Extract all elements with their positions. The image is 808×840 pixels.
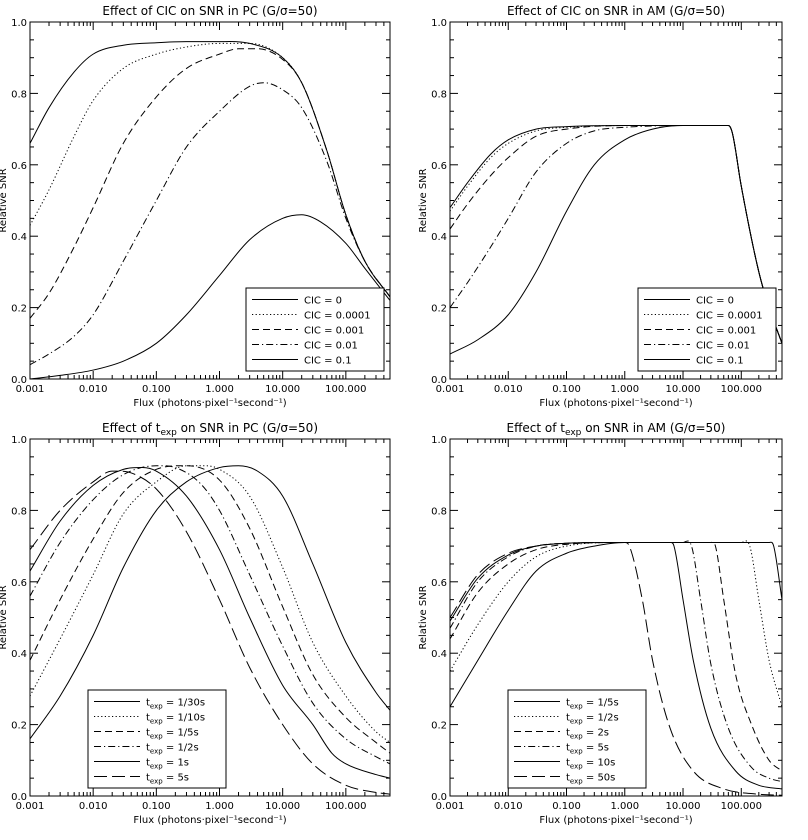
- x-axis-label: Flux (photons·pixel⁻¹second⁻¹): [133, 815, 286, 826]
- y-tick-label: 0.2: [11, 304, 27, 315]
- chart-panel-2: Effect of CIC on SNR in AM (G/σ=50) 0.001…: [418, 4, 782, 409]
- x-axis-label: Flux (photons·pixel⁻¹second⁻¹): [133, 398, 286, 409]
- x-tick-label: 0.100: [552, 801, 581, 812]
- x-tick-label: 100.000: [325, 801, 366, 812]
- x-tick-label: 0.100: [142, 384, 171, 395]
- legend: texp = 1/30s texp = 1/10s texp = 1/5s texp …: [88, 690, 226, 788]
- y-tick-label: 1.0: [11, 18, 27, 29]
- chart-title: Effect of CIC on SNR in AM (G/σ=50): [507, 4, 725, 18]
- y-axis-label: Relative SNR: [0, 585, 9, 649]
- chart-title: Effect of texp on SNR in AM (G/σ=50): [507, 421, 726, 438]
- x-tick-label: 1.000: [610, 801, 639, 812]
- x-tick-label: 0.010: [79, 801, 108, 812]
- legend-label: CIC = 0.001: [304, 326, 364, 337]
- x-tick-label: 0.100: [552, 384, 581, 395]
- y-tick-label: 0.6: [431, 161, 447, 172]
- legend-label: CIC = 0.001: [696, 326, 756, 337]
- series-line-2: [30, 43, 390, 296]
- x-tick-label: 1.000: [205, 384, 234, 395]
- y-tick-label: 0.4: [11, 649, 27, 660]
- figure: Effect of CIC on SNR in PC (G/σ=50)0.001…: [0, 0, 808, 840]
- y-tick-label: 0.4: [431, 649, 447, 660]
- y-tick-label: 0.8: [11, 506, 27, 517]
- legend-label: CIC = 0.01: [304, 341, 358, 352]
- y-tick-label: 0.2: [11, 721, 27, 732]
- legend-label: CIC = 0.1: [304, 356, 352, 367]
- x-tick-label: 10.000: [265, 384, 300, 395]
- y-tick-label: 0.4: [431, 232, 447, 243]
- x-tick-label: 10.000: [265, 801, 300, 812]
- y-tick-label: 0.2: [431, 304, 447, 315]
- legend-label: CIC = 0: [304, 296, 342, 307]
- x-tick-label: 10.000: [666, 384, 701, 395]
- series-line-1: [30, 42, 390, 297]
- chart-title: Effect of CIC on SNR in PC (G/σ=50): [102, 4, 317, 18]
- y-tick-label: 1.0: [431, 18, 447, 29]
- chart-panel-1: Effect of CIC on SNR in PC (G/σ=50) 0.001…: [0, 4, 390, 409]
- y-axis-label: Relative SNR: [418, 168, 429, 232]
- y-axis-label: Relative SNR: [0, 168, 9, 232]
- y-tick-label: 0.0: [431, 792, 447, 803]
- x-axis-label: Flux (photons·pixel⁻¹second⁻¹): [539, 815, 692, 826]
- x-tick-label: 100.000: [325, 384, 366, 395]
- series-line-1: [450, 542, 782, 707]
- y-tick-label: 0.8: [431, 89, 447, 100]
- y-axis-label: Relative SNR: [418, 585, 429, 649]
- legend: CIC = 0 CIC = 0.0001 CIC = 0.001 CIC = 0.01…: [246, 288, 384, 371]
- chart-panel-4: Effect of texp on SNR in AM (G/σ=50) 0.0 0…: [418, 421, 782, 826]
- legend-label: CIC = 0.0001: [304, 311, 371, 322]
- y-tick-label: 0.6: [431, 578, 447, 589]
- chart-panel-3: Effect of texp on SNR in PC (G/σ=50) 0.0 0…: [0, 421, 390, 826]
- x-tick-label: 0.100: [142, 801, 171, 812]
- legend-label: CIC = 0.01: [696, 341, 750, 352]
- x-tick-label: 0.010: [494, 384, 523, 395]
- x-tick-label: 100.000: [721, 801, 762, 812]
- chart-title: Effect of texp on SNR in PC (G/σ=50): [102, 421, 318, 438]
- legend-label: CIC = 0: [696, 296, 734, 307]
- x-axis-label: Flux (photons·pixel⁻¹second⁻¹): [539, 398, 692, 409]
- legend-label: CIC = 0.0001: [696, 311, 763, 322]
- legend-label: CIC = 0.1: [696, 356, 744, 367]
- y-tick-label: 0.0: [431, 375, 447, 386]
- legend: CIC = 0 CIC = 0.0001 CIC = 0.001 CIC = 0.01…: [638, 288, 776, 371]
- y-tick-label: 0.6: [11, 161, 27, 172]
- y-tick-label: 0.0: [11, 792, 27, 803]
- x-tick-label: 1.000: [610, 384, 639, 395]
- legend: texp = 1/5s texp = 1/2s texp = 2s texp = 5s…: [508, 690, 646, 788]
- y-tick-label: 0.8: [11, 89, 27, 100]
- y-tick-label: 1.0: [11, 435, 27, 446]
- y-tick-label: 0.2: [431, 721, 447, 732]
- x-tick-label: 10.000: [666, 801, 701, 812]
- x-tick-label: 100.000: [721, 384, 762, 395]
- x-tick-label: 1.000: [205, 801, 234, 812]
- x-tick-label: 0.010: [494, 801, 523, 812]
- y-tick-label: 0.8: [431, 506, 447, 517]
- y-tick-label: 0.4: [11, 232, 27, 243]
- y-tick-label: 0.6: [11, 578, 27, 589]
- y-tick-label: 0.0: [11, 375, 27, 386]
- y-tick-label: 1.0: [431, 435, 447, 446]
- x-tick-label: 0.010: [79, 384, 108, 395]
